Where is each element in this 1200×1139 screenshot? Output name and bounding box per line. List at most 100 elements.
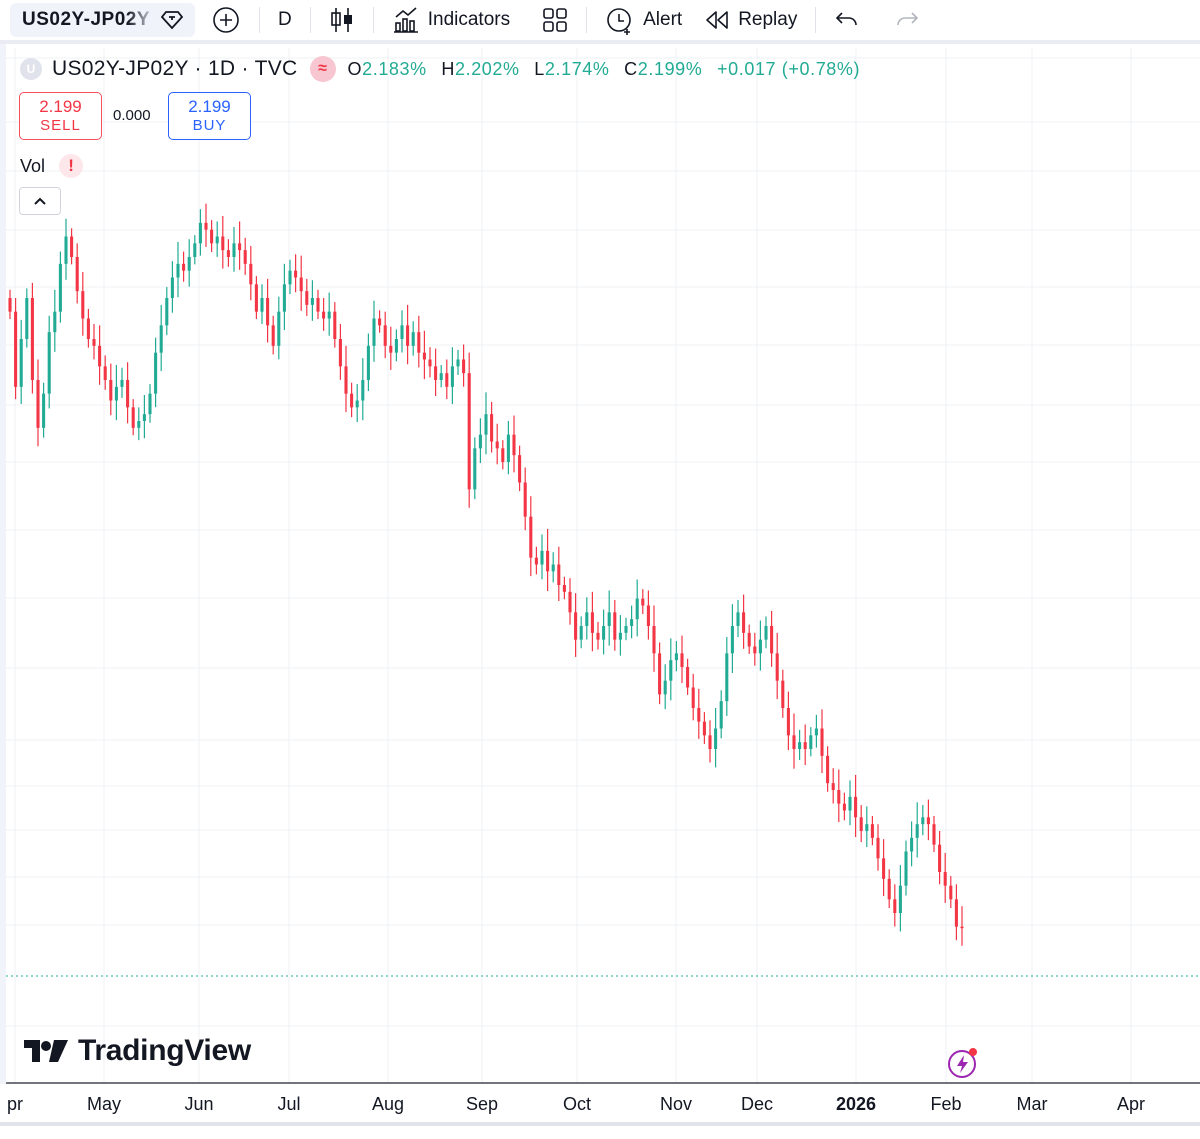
layouts-button[interactable] xyxy=(538,3,572,37)
candle xyxy=(42,382,46,438)
indicators-label: Indicators xyxy=(427,9,511,30)
candle-body xyxy=(25,298,29,339)
candle xyxy=(467,352,471,508)
candle-body xyxy=(126,380,130,408)
candle xyxy=(490,401,494,453)
candle-body xyxy=(926,817,930,825)
interval-label: D xyxy=(278,9,292,30)
candle xyxy=(19,319,23,405)
candle xyxy=(691,673,695,721)
candle-body xyxy=(221,236,225,251)
candle xyxy=(70,228,74,265)
candle xyxy=(243,237,247,275)
grid-icon xyxy=(543,8,567,32)
candle-body xyxy=(92,339,96,346)
candle xyxy=(786,691,790,751)
sell-button[interactable]: 2.199 SELL xyxy=(19,92,102,140)
candle xyxy=(36,359,40,447)
candle-body xyxy=(898,885,902,913)
candle xyxy=(182,251,186,282)
candle-body xyxy=(338,339,342,367)
candle-body xyxy=(305,291,309,305)
candle xyxy=(299,255,303,311)
candle-body xyxy=(187,257,191,271)
candle xyxy=(938,831,942,885)
candle-body xyxy=(814,728,818,736)
legend-title[interactable]: US02Y-JP02Y · 1D · TVC xyxy=(52,57,298,80)
candle xyxy=(439,364,443,388)
candle xyxy=(602,609,606,655)
candle-body xyxy=(484,414,488,435)
candle xyxy=(904,840,908,896)
candle xyxy=(831,768,835,804)
candle xyxy=(898,865,902,932)
tv-logo-icon xyxy=(24,1040,68,1062)
candle-body xyxy=(232,243,236,257)
wave-icon[interactable]: ≈ xyxy=(309,56,336,82)
candle-body xyxy=(81,291,85,319)
candle-body xyxy=(411,332,415,346)
candle xyxy=(81,272,85,336)
candle-body xyxy=(456,359,460,367)
indicators-button[interactable]: Indicators xyxy=(388,3,514,37)
buy-button[interactable]: 2.199 BUY xyxy=(168,92,251,140)
candle xyxy=(226,239,230,267)
candle xyxy=(518,445,522,492)
undo-button[interactable] xyxy=(830,3,864,37)
candle xyxy=(949,876,953,908)
candle xyxy=(25,288,29,348)
candle-body xyxy=(708,735,712,749)
replay-button[interactable]: Replay xyxy=(700,3,801,37)
candle xyxy=(176,241,180,298)
candle xyxy=(826,746,830,792)
redo-button[interactable] xyxy=(890,3,924,37)
candle xyxy=(523,467,527,531)
candle-body xyxy=(198,222,202,244)
candle-body xyxy=(747,632,751,647)
candle-body xyxy=(624,626,628,633)
candle-body xyxy=(865,824,869,831)
candle-body xyxy=(607,612,611,626)
candle-body xyxy=(372,318,376,346)
high-value: 2.202% xyxy=(454,58,520,79)
lightning-icon[interactable] xyxy=(947,1047,979,1079)
candle xyxy=(400,310,404,353)
candle xyxy=(53,289,57,352)
candle xyxy=(355,384,359,423)
candle-body xyxy=(882,858,886,879)
candle-body xyxy=(226,250,230,257)
candle-body xyxy=(98,345,102,367)
candle xyxy=(131,399,135,436)
candle xyxy=(86,308,90,348)
symbol-search-button[interactable]: US02Y-JP02Y xyxy=(10,3,195,37)
alert-button[interactable]: Alert xyxy=(601,3,686,37)
volume-legend: Vol ! xyxy=(20,154,84,178)
candle xyxy=(58,251,62,323)
candle xyxy=(574,593,578,657)
tradingview-logo[interactable]: TradingView xyxy=(24,1034,251,1068)
add-symbol-button[interactable] xyxy=(207,3,245,37)
candle-body xyxy=(512,434,516,456)
candle-body xyxy=(400,325,404,339)
candle-body xyxy=(630,619,634,626)
candle xyxy=(652,605,656,672)
candle xyxy=(921,805,925,836)
candle xyxy=(30,282,34,394)
candle-body xyxy=(47,332,51,394)
candle-body xyxy=(915,824,919,838)
candle-body xyxy=(820,728,824,756)
candle-body xyxy=(714,728,718,749)
chart-type-button[interactable] xyxy=(325,3,359,37)
time-axis-label: Sep xyxy=(466,1094,498,1114)
candle-body xyxy=(904,851,908,886)
candle xyxy=(238,221,242,270)
candle xyxy=(725,636,729,716)
candle xyxy=(613,600,617,651)
interval-button[interactable]: D xyxy=(274,3,296,37)
collapse-legend-button[interactable] xyxy=(19,187,61,215)
candle xyxy=(926,799,930,841)
candle xyxy=(814,714,818,748)
candle xyxy=(422,330,426,380)
warning-icon[interactable]: ! xyxy=(59,154,84,178)
